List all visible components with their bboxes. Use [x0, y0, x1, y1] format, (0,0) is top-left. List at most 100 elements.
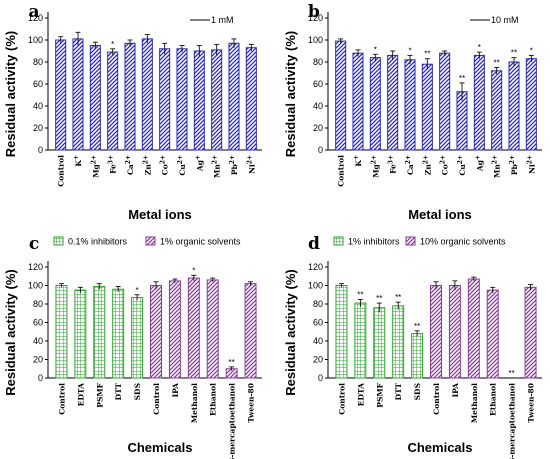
bar-d-3 [392, 305, 405, 379]
panel-letter: a [28, 2, 39, 22]
significance-mark: * [530, 46, 533, 55]
x-tick-label: Ag+ [194, 155, 204, 172]
bar-d-10 [524, 286, 537, 379]
y-tick-label: 60 [313, 79, 323, 89]
x-tick-label: Control [337, 155, 346, 187]
y-tick-label: 40 [33, 336, 43, 346]
panel-b: b 0 20 40 60 80 100 120 Residual activity (%) Met… [283, 2, 542, 222]
y-axis-label: Residual activity (%) [283, 31, 298, 157]
legend-swatch-purple [145, 236, 156, 246]
panel-letter: c [29, 234, 39, 254]
x-tick-label: Ethanol [489, 383, 498, 416]
x-tick-label: Cu2+ [177, 155, 187, 176]
x-axis-label: Metal ions [408, 207, 472, 222]
x-tick-label: Tween-80 [527, 383, 536, 423]
significance-mark: ** [229, 358, 235, 367]
x-tick-label: EDTA [356, 383, 365, 406]
legend-swatch-green [53, 236, 64, 246]
x-axis-label: Chemicals [407, 440, 472, 455]
x-tick-label: Ca2+ [405, 155, 415, 175]
bar-b-4 [404, 59, 416, 151]
bar-a-2 [89, 45, 101, 151]
x-tick-label: IPA [451, 383, 460, 398]
bar-a-9 [211, 49, 223, 151]
bar-b-5 [421, 63, 433, 151]
legend-swatch-green [333, 236, 344, 246]
bar-d-8 [486, 289, 499, 379]
bar-c-1 [74, 289, 87, 379]
y-tick-label: 0 [318, 145, 323, 155]
bar-d-5 [430, 285, 442, 379]
significance-mark: ** [459, 74, 465, 83]
legend-swatch-purple [405, 236, 416, 246]
significance-mark: ** [494, 59, 500, 68]
bar-d-0 [335, 285, 348, 379]
significance-mark: ** [395, 293, 401, 302]
significance-mark: ** [511, 49, 517, 58]
x-tick-label: IPA [171, 383, 180, 398]
y-tick-label: 60 [33, 79, 43, 89]
bar-b-9 [491, 70, 503, 151]
y-tick-label: 0 [38, 145, 43, 155]
y-tick-label: 20 [33, 123, 43, 133]
y-tick-label: 80 [313, 299, 323, 309]
x-tick-label: Ni2+ [526, 155, 536, 174]
legend-entry: 0.1% inhibitors [68, 237, 128, 247]
x-tick-label: Control [152, 383, 161, 415]
x-tick-label: β-mercaptoethanol [228, 383, 237, 459]
x-tick-label: Control [57, 155, 66, 187]
bar-a-7 [176, 48, 188, 151]
x-tick-label: Mg2+ [90, 155, 100, 178]
bar-b-2 [369, 57, 381, 151]
significance-mark: * [374, 45, 377, 54]
bar-c-2 [93, 285, 106, 379]
x-tick-label: K+ [73, 155, 83, 167]
x-tick-label: DTT [114, 383, 123, 401]
y-tick-label: 120 [308, 13, 323, 23]
y-tick-label: 20 [33, 355, 43, 365]
y-tick-label: 40 [33, 101, 43, 111]
x-tick-label: Pb2+ [229, 155, 239, 175]
bar-a-10 [228, 42, 240, 151]
bar-b-0 [335, 40, 347, 151]
significance-mark: * [111, 40, 114, 49]
y-tick-label: 60 [313, 318, 323, 328]
x-axis-label: Metal ions [128, 207, 192, 222]
y-tick-label: 0 [318, 373, 323, 383]
bar-c-6 [168, 280, 181, 379]
x-tick-label: Methanol [470, 383, 479, 423]
panel-c: c 0 20 40 60 80 100 120 Residual activity (%) Che… [3, 234, 262, 459]
bar-a-3 [107, 51, 119, 151]
scale-note-label: 1 mM [211, 15, 234, 25]
x-tick-label: β-mercaptoethanol [508, 383, 517, 459]
y-tick-label: 60 [33, 318, 43, 328]
x-tick-label: DTT [394, 383, 403, 401]
x-tick-label: SDS [413, 383, 422, 400]
x-tick-label: SDS [133, 383, 142, 400]
x-tick-label: Co2+ [440, 155, 450, 175]
bar-c-10 [244, 283, 257, 379]
x-axis-label: Chemicals [127, 440, 192, 455]
y-tick-label: 100 [308, 281, 323, 291]
y-tick-label: 0 [38, 373, 43, 383]
significance-mark: * [192, 266, 195, 275]
bar-a-4 [124, 42, 136, 151]
significance-mark: ** [357, 290, 363, 299]
y-tick-label: 100 [28, 281, 43, 291]
bar-d-4 [411, 333, 424, 379]
bar-b-3 [387, 54, 399, 151]
bar-c-0 [55, 285, 68, 379]
bar-a-5 [141, 38, 153, 151]
bar-d-7 [467, 278, 480, 379]
y-axis-label: Residual activity (%) [3, 269, 18, 395]
panel-letter: b [308, 2, 320, 22]
bar-a-0 [55, 39, 67, 151]
x-tick-label: Ag+ [474, 155, 484, 172]
x-tick-label: Mg2+ [370, 155, 380, 178]
x-tick-label: Ca2+ [125, 155, 135, 175]
x-tick-label: Fe3+ [108, 155, 118, 174]
bar-d-6 [448, 285, 461, 379]
y-tick-label: 80 [33, 299, 43, 309]
y-tick-label: 80 [33, 57, 43, 67]
